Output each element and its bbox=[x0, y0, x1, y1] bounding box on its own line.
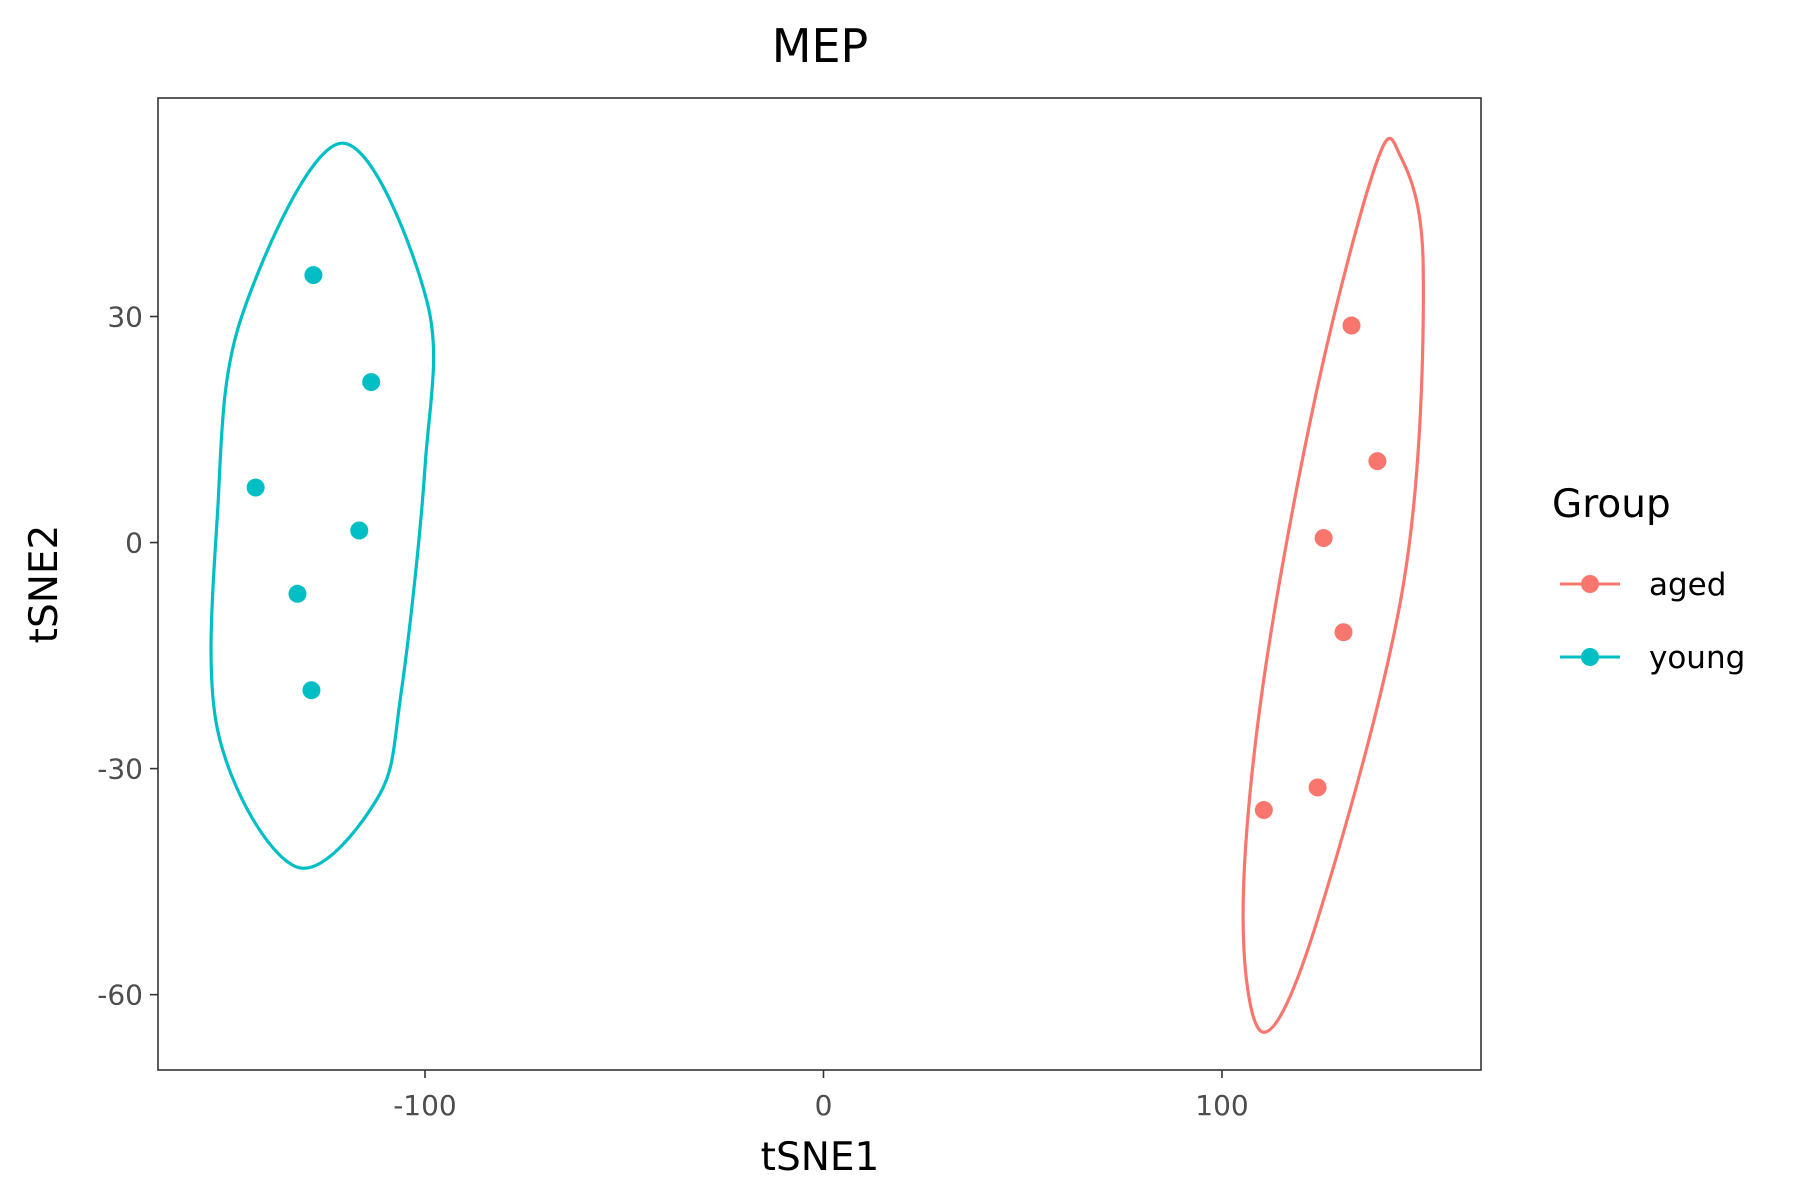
y-tick-label--30: -30 bbox=[97, 753, 143, 786]
point-aged-2 bbox=[1368, 452, 1387, 471]
legend-key-point-aged bbox=[1581, 575, 1599, 593]
point-young-1 bbox=[304, 266, 323, 285]
plot-panel-border bbox=[157, 97, 1482, 1071]
x-axis-title: tSNE1 bbox=[761, 1135, 880, 1180]
point-layer bbox=[246, 266, 1387, 820]
legend-key-point-young bbox=[1581, 648, 1599, 666]
y-tick-label-30: 30 bbox=[107, 301, 143, 334]
point-young-6 bbox=[302, 681, 321, 700]
point-young-4 bbox=[350, 521, 369, 540]
ellipse-young bbox=[209, 141, 436, 870]
plot-title: MEP bbox=[772, 19, 869, 73]
point-aged-6 bbox=[1254, 801, 1273, 820]
tick-layer: -100 0 100 -60 -30 0 30 bbox=[97, 301, 1248, 1122]
ellipse-layer bbox=[209, 136, 1425, 1034]
x-tick-label--100: -100 bbox=[393, 1089, 457, 1122]
y-tick-label-0: 0 bbox=[125, 527, 143, 560]
legend: Group aged young bbox=[1552, 482, 1745, 676]
y-axis-title: tSNE2 bbox=[22, 525, 67, 644]
point-young-2 bbox=[362, 373, 381, 392]
legend-label-aged: aged bbox=[1649, 567, 1726, 603]
legend-title: Group bbox=[1552, 482, 1671, 527]
ellipse-aged bbox=[1241, 136, 1425, 1034]
point-aged-4 bbox=[1334, 623, 1353, 642]
y-tick-label--60: -60 bbox=[97, 979, 143, 1012]
point-aged-1 bbox=[1342, 316, 1361, 335]
point-young-5 bbox=[288, 584, 307, 603]
point-aged-5 bbox=[1308, 778, 1327, 797]
point-young-3 bbox=[246, 478, 265, 497]
x-tick-label-0: 0 bbox=[815, 1089, 833, 1122]
legend-label-young: young bbox=[1649, 640, 1745, 676]
x-tick-label-100: 100 bbox=[1195, 1089, 1248, 1122]
point-aged-3 bbox=[1314, 529, 1333, 548]
